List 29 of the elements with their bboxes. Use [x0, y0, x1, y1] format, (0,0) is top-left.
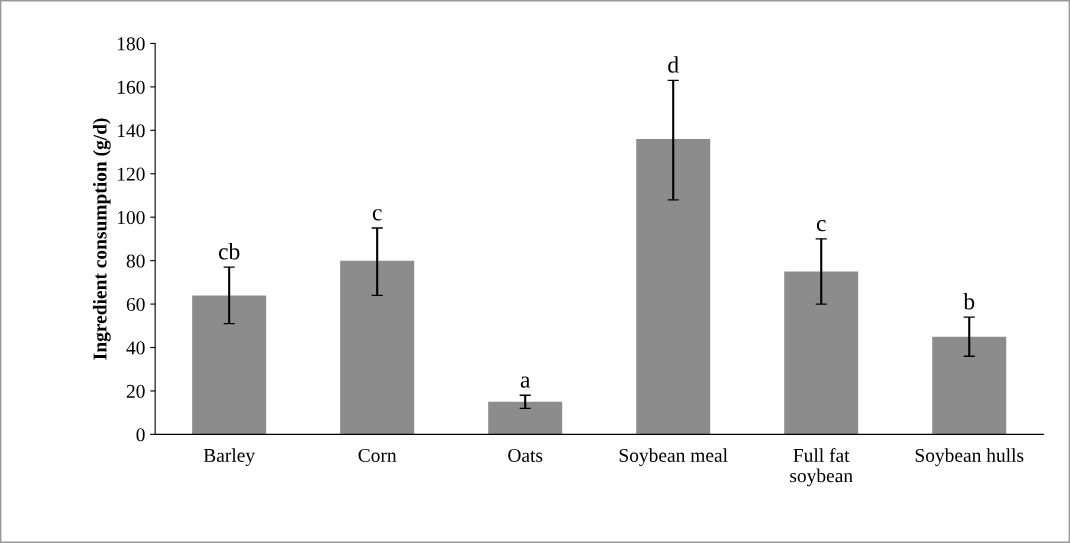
annotation: cb — [218, 242, 240, 260]
y-tick-label: 60 — [126, 297, 145, 312]
x-tick-label: Soybean hulls — [915, 448, 1024, 466]
x-tick-label: Corn — [358, 448, 397, 462]
annotation: c — [372, 209, 382, 221]
y-tick-label: 0 — [136, 428, 145, 442]
y-tick-label: 140 — [117, 124, 145, 138]
annotation: b — [963, 292, 975, 310]
y-tick-label: 100 — [117, 211, 145, 225]
bar — [340, 260, 415, 435]
annotation: d — [668, 56, 679, 73]
bar — [932, 336, 1007, 435]
annotation: c — [816, 219, 826, 232]
x-tick-label: Soybean meal — [619, 448, 728, 466]
x-tick-label: Oats — [508, 448, 543, 462]
y-tick-label: 20 — [126, 384, 145, 398]
y-tick-label: 120 — [117, 167, 145, 181]
y-tick-label: 40 — [126, 341, 145, 355]
annotation: a — [520, 376, 531, 388]
x-tick-label: Barley — [203, 448, 255, 466]
y-tick-label: 80 — [126, 254, 145, 268]
bar — [784, 271, 859, 435]
bar — [192, 295, 267, 435]
bar — [488, 401, 563, 435]
y-tick-label: 180 — [117, 37, 145, 51]
x-tick-label: Full fat soybean — [790, 448, 853, 487]
y-axis-title: Ingredient consumption (g/d) — [92, 118, 111, 360]
bar — [636, 139, 711, 435]
y-tick-label: 160 — [117, 80, 145, 94]
